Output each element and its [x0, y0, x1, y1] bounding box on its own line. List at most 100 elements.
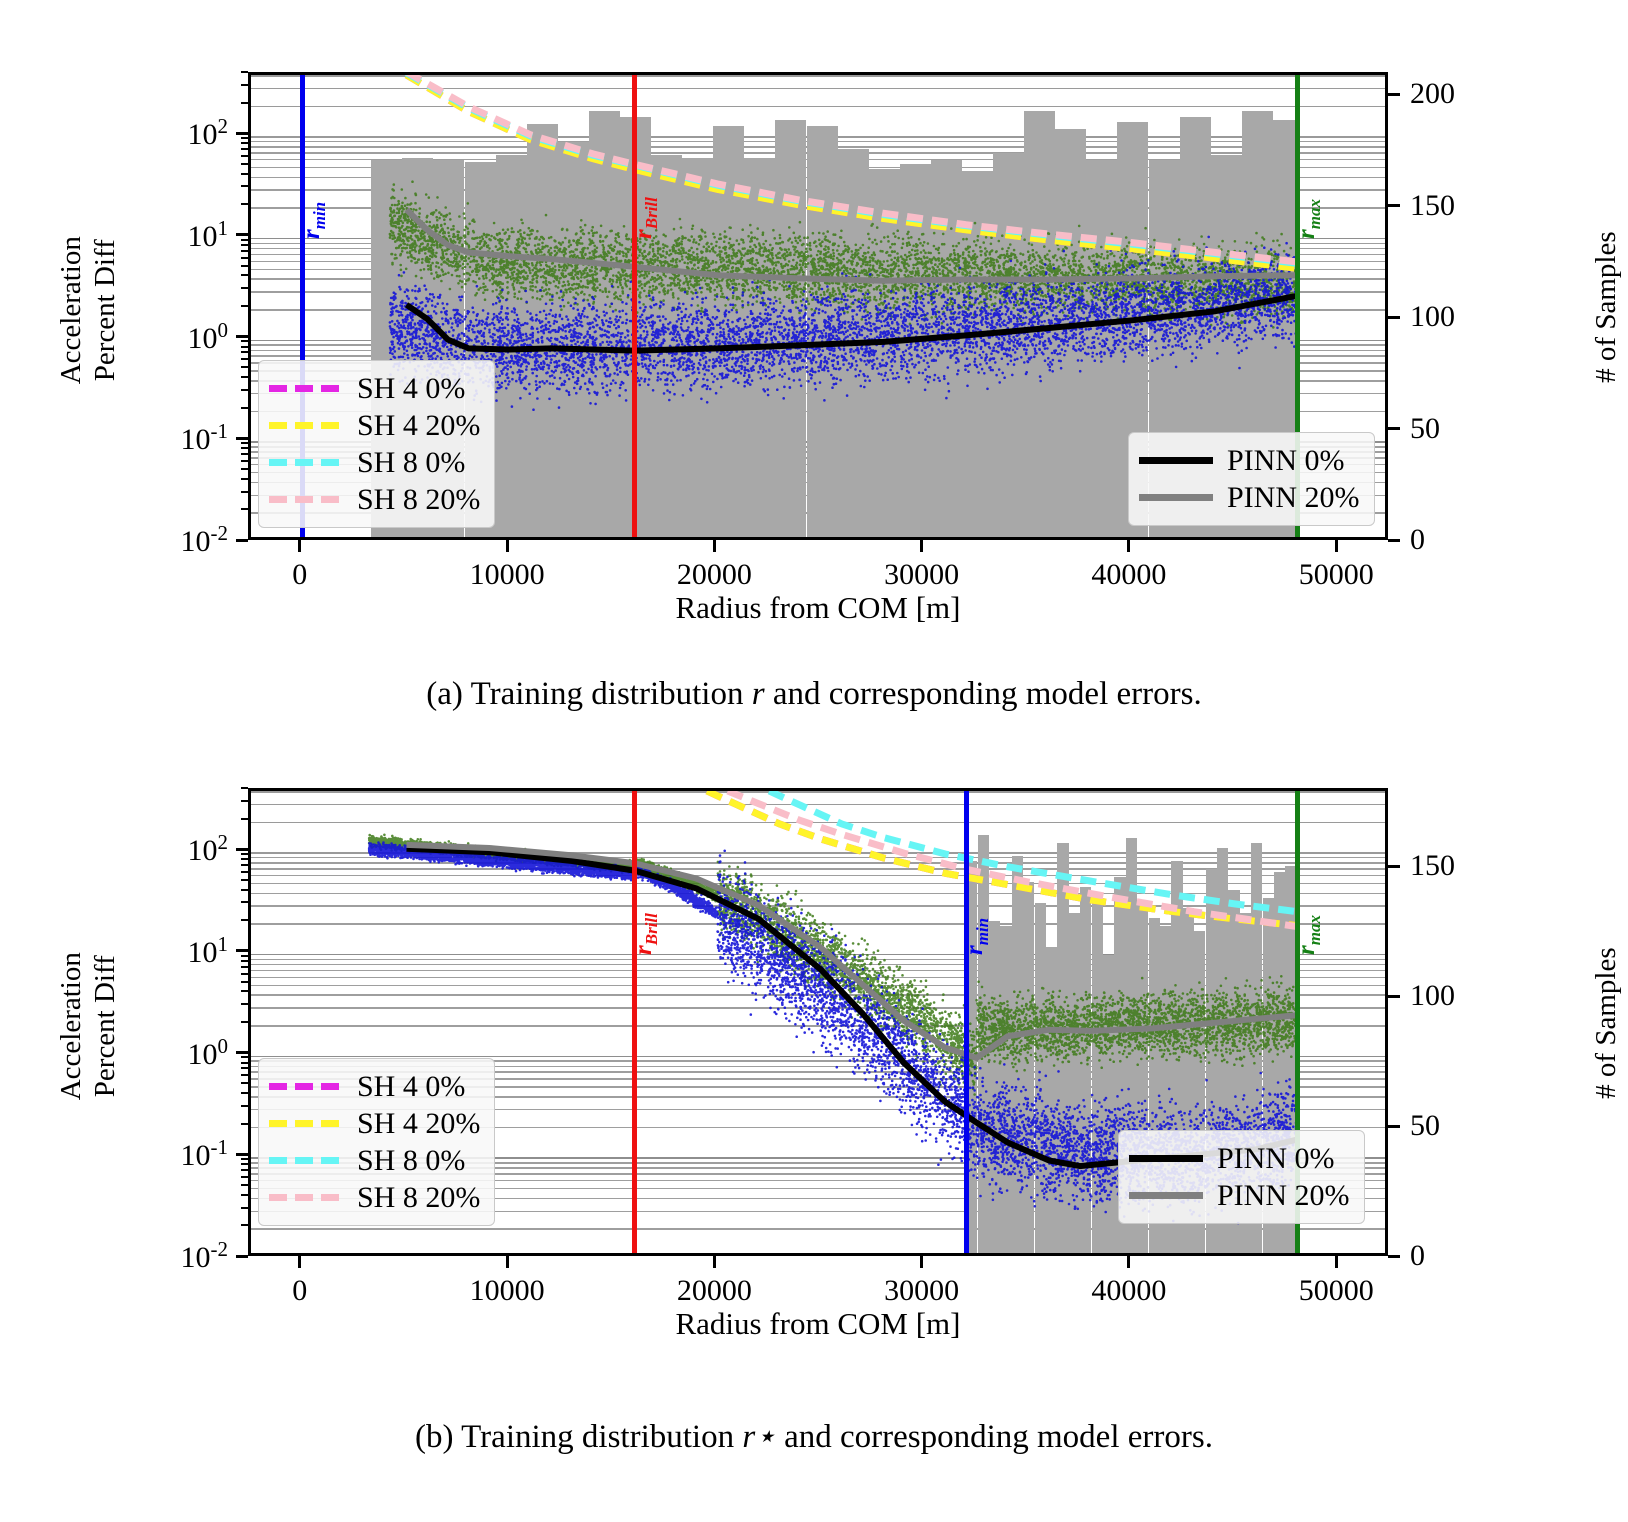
series-sh-4-0-: [404, 75, 1299, 272]
vline-label-r_min: rmin: [297, 201, 329, 239]
legend-item[interactable]: SH 4 20%: [269, 1105, 480, 1142]
vline-label-r_Brill: rBrill: [629, 913, 661, 955]
right-tick-mark: [1388, 538, 1400, 542]
y-tick-label: 102: [187, 830, 229, 868]
y-tick-mark-minor: [241, 852, 248, 855]
y-tick-mark: [236, 1152, 248, 1156]
y-tick-label: 100: [187, 317, 229, 355]
legend-pinn-b[interactable]: PINN 0% PINN 20%: [1118, 1130, 1365, 1224]
legend-sh-b[interactable]: SH 4 0% SH 4 20% SH 8 0% SH 8 20%: [258, 1058, 496, 1226]
y-tick-mark-minor: [241, 376, 248, 379]
y-tick-mark-minor: [241, 959, 248, 962]
histogram-bar: [1068, 913, 1081, 1253]
histogram-bar: [1125, 837, 1138, 1253]
y-tick-mark: [236, 847, 248, 851]
y-tick-mark-minor: [241, 1169, 248, 1172]
y-tick-mark-minor: [241, 459, 248, 462]
legend-item[interactable]: PINN 0%: [1139, 442, 1360, 479]
y-tick-mark-minor: [241, 1056, 248, 1059]
legend-pinn-a[interactable]: PINN 0% PINN 20%: [1128, 432, 1375, 526]
x-tick-label: 50000: [1298, 558, 1374, 591]
y-tick-mark-minor: [241, 901, 248, 904]
histogram-bar: [1000, 926, 1012, 1253]
y-tick-mark-minor: [241, 1193, 248, 1196]
series-curves: [404, 75, 1299, 354]
y-tick-label: 10-1: [180, 419, 229, 457]
legend-item[interactable]: SH 8 0%: [269, 444, 480, 481]
y-tick-mark-minor: [241, 878, 248, 881]
legend-item[interactable]: SH 4 0%: [269, 370, 480, 407]
x-tick-mark: [1127, 540, 1131, 552]
panel-a: rmin rBrill rmax 10-2 10-1 100 101 102 0 10000 2…: [0, 0, 1628, 760]
y-tick-mark-minor: [241, 467, 248, 470]
x-tick-mark: [1127, 1256, 1131, 1268]
series-pinn-0-: [404, 292, 1299, 354]
histogram-bar: [1114, 876, 1126, 1253]
legend-label: SH 4 0%: [357, 1069, 466, 1103]
histogram-bar: [988, 921, 1001, 1253]
vline-r_Brill: [632, 75, 637, 537]
caption-a: (a) Training distribution r and correspo…: [0, 676, 1628, 713]
y-tick-mark-minor: [241, 799, 248, 802]
y-tick-mark-minor: [241, 980, 248, 983]
legend-item[interactable]: SH 8 0%: [269, 1142, 480, 1179]
y-tick-mark-minor: [241, 870, 248, 873]
y-tick-mark-minor: [241, 351, 248, 354]
right-tick-mark: [1388, 427, 1400, 431]
x-tick-label: 40000: [1091, 558, 1167, 591]
y-tick-mark-minor: [241, 1122, 248, 1125]
y-tick-mark-minor: [241, 1104, 248, 1107]
y-tick-mark-minor: [241, 154, 248, 157]
legend-label: SH 4 0%: [357, 371, 466, 405]
legend-item[interactable]: SH 8 20%: [269, 481, 480, 518]
right-axis-title-b: # of Samples: [1589, 947, 1622, 1099]
y-tick-mark: [236, 233, 248, 237]
y-tick-mark-minor: [241, 185, 248, 188]
y-tick-mark-minor: [241, 1074, 248, 1077]
y-tick-mark-minor: [241, 305, 248, 307]
y-tick-mark-minor: [241, 1092, 248, 1095]
y-axis-title-line1-a: Acceleration: [54, 236, 87, 385]
y-tick-mark-minor: [241, 83, 248, 86]
x-tick-label: 40000: [1091, 1274, 1167, 1307]
y-tick-mark: [236, 1051, 248, 1055]
series-sh-8-0-: [404, 75, 1299, 267]
right-tick-mark: [1388, 994, 1400, 998]
y-tick-mark-minor: [241, 366, 248, 369]
y-tick-mark-minor: [241, 990, 248, 993]
caption-a-prefix: (a) Training distribution: [426, 676, 752, 712]
legend-label: SH 8 0%: [357, 445, 466, 479]
y-tick-mark-minor: [241, 148, 248, 150]
y-tick-mark-minor: [241, 490, 248, 493]
y-tick-mark-minor: [241, 162, 248, 165]
y-tick-mark-minor: [241, 1163, 248, 1166]
legend-item[interactable]: PINN 20%: [1129, 1177, 1350, 1214]
y-tick-mark-minor: [241, 858, 248, 861]
legend-item[interactable]: SH 4 0%: [269, 1068, 480, 1105]
x-tick-mark: [1334, 540, 1338, 552]
right-tick-label: 100: [1410, 300, 1455, 334]
legend-item[interactable]: SH 8 20%: [269, 1179, 480, 1216]
histogram-bar: [1262, 897, 1274, 1253]
y-tick-mark: [236, 538, 248, 542]
histogram-bar: [1091, 900, 1103, 1253]
series-pinn-20-: [404, 207, 1298, 284]
x-tick-label: 20000: [676, 1274, 752, 1307]
histogram-bar: [1102, 954, 1115, 1253]
caption-a-symbol: r: [751, 676, 765, 712]
right-tick-label: 150: [1410, 188, 1455, 222]
legend-label: PINN 20%: [1227, 480, 1360, 514]
legend-item[interactable]: SH 4 20%: [269, 407, 480, 444]
x-tick-mark: [920, 1256, 924, 1268]
legend-item[interactable]: PINN 20%: [1139, 479, 1360, 516]
histogram-bar: [1239, 913, 1252, 1253]
legend-label: PINN 20%: [1217, 1178, 1350, 1212]
y-tick-mark-minor: [241, 388, 248, 391]
legend-sh-a[interactable]: SH 4 0% SH 4 20% SH 8 0% SH 8 20%: [258, 360, 496, 528]
legend-item[interactable]: PINN 0%: [1129, 1140, 1350, 1177]
series-sh-8-0-: [767, 791, 1299, 916]
legend-label: SH 8 20%: [357, 1180, 481, 1214]
y-axis-title-b: Acceleration Percent Diff: [54, 876, 122, 1176]
y-tick-label: 10-1: [180, 1135, 229, 1173]
histogram-bar: [1194, 931, 1206, 1253]
